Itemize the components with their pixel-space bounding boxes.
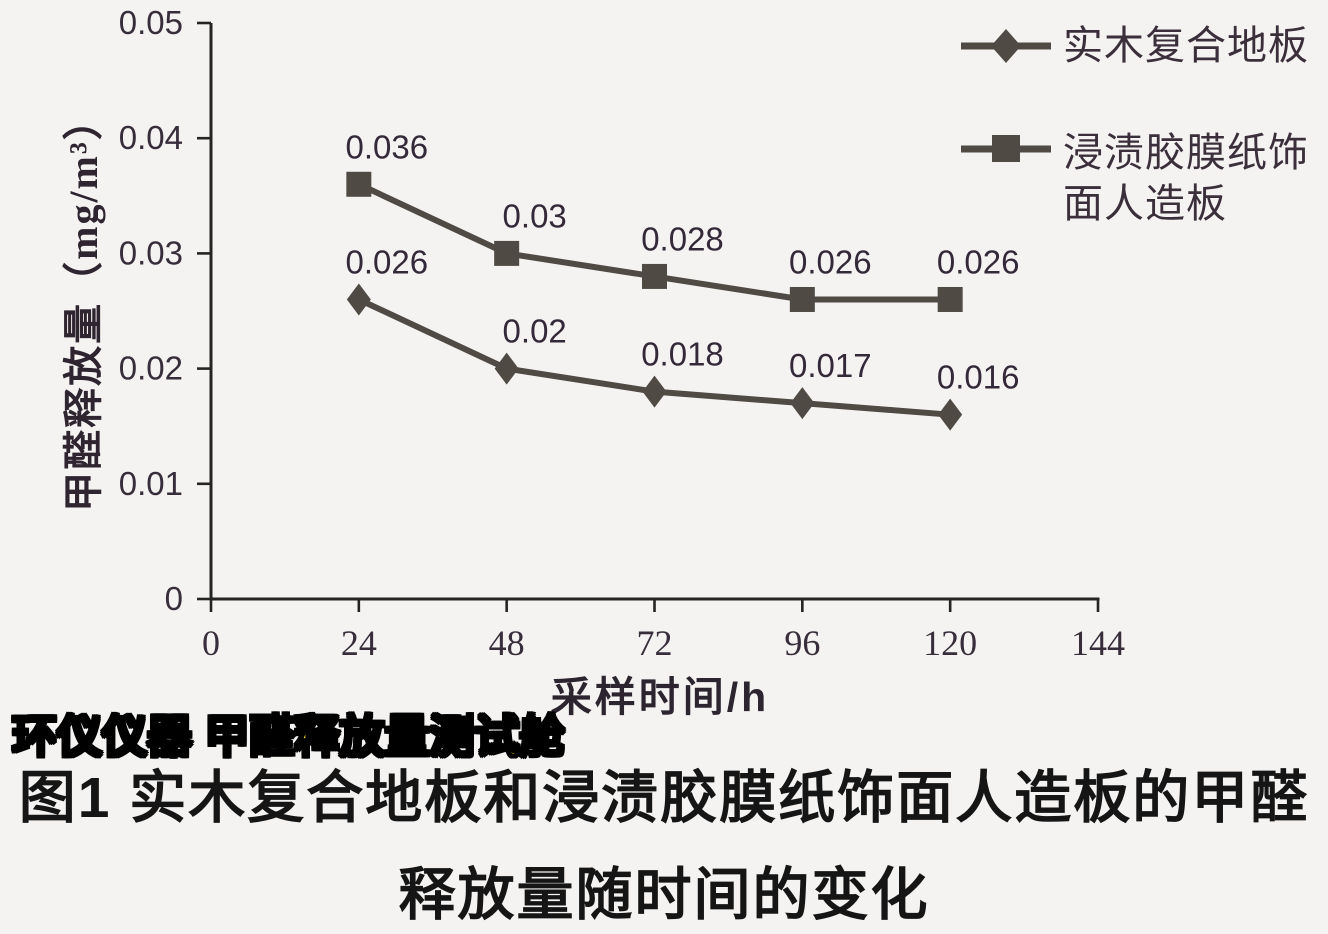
legend-item-impregnated-paper-panel: 浸渍胶膜纸饰 面人造板 <box>958 127 1309 229</box>
chart-canvas: 0 0.01 0.02 0.03 0.04 0.05 0 24 48 72 96 120 144 0.02… <box>119 4 1125 663</box>
x-tick-label: 72 <box>637 623 673 663</box>
diamond-marker <box>642 375 667 408</box>
watermark-text: 环仪仪器 甲醛释放量测试舱 <box>11 710 566 764</box>
data-label: 0.026 <box>789 243 872 280</box>
y-axis-title: 甲醛释放量（mg/m³） <box>61 98 106 512</box>
legend-label-line1: 浸渍胶膜纸饰 <box>1063 130 1309 175</box>
diamond-marker <box>346 283 371 316</box>
square-marker-icon <box>961 135 1051 162</box>
square-marker <box>346 171 372 197</box>
square-marker <box>789 286 815 312</box>
x-tick-label: 96 <box>784 623 820 663</box>
data-label: 0.028 <box>641 220 724 257</box>
caption-line2: 释放量随时间的变化 <box>398 863 930 927</box>
data-label: 0.026 <box>937 243 1020 280</box>
figure-caption: 图1 实木复合地板和浸渍胶膜纸饰面人造板的甲醛 释放量随时间的变化 <box>0 752 1328 931</box>
x-axis-title: 采样时间/h <box>550 674 770 720</box>
legend-label-line2: 面人造板 <box>1063 181 1227 226</box>
y-tick-label: 0 <box>165 580 183 617</box>
data-label: 0.017 <box>789 347 872 384</box>
data-label: 0.026 <box>346 243 429 280</box>
x-tick-label: 120 <box>923 623 977 663</box>
legend-item-solid-wood-floor: 实木复合地板 <box>958 20 1309 71</box>
y-tick-label: 0.03 <box>119 234 183 271</box>
x-tick-label: 48 <box>489 623 525 663</box>
line-chart: 0 0.01 0.02 0.03 0.04 0.05 0 24 48 72 96 120 144 0.02… <box>61 4 1309 720</box>
legend-label: 实木复合地板 <box>1063 23 1309 68</box>
data-label: 0.03 <box>503 197 567 234</box>
data-label: 0.036 <box>346 128 429 165</box>
x-tick-label: 144 <box>1071 623 1125 663</box>
diamond-marker <box>494 352 519 385</box>
square-marker <box>937 286 963 312</box>
y-tick-label: 0.02 <box>119 350 183 387</box>
y-tick-label: 0.01 <box>119 465 183 502</box>
caption-line1: 图1 实木复合地板和浸渍胶膜纸饰面人造板的甲醛 <box>18 766 1310 830</box>
square-marker <box>642 263 667 289</box>
data-label: 0.018 <box>641 336 724 373</box>
data-label: 0.016 <box>937 359 1020 396</box>
y-tick-label: 0.05 <box>119 4 183 41</box>
diamond-marker-icon <box>961 28 1051 63</box>
data-label: 0.02 <box>503 313 567 350</box>
legend-label: 浸渍胶膜纸饰 面人造板 <box>1063 127 1309 229</box>
square-marker <box>494 240 520 266</box>
diamond-marker <box>938 398 963 431</box>
y-tick-label: 0.04 <box>119 119 183 156</box>
x-tick-label: 24 <box>341 623 377 663</box>
x-tick-label: 0 <box>202 623 220 663</box>
diamond-marker <box>790 387 815 420</box>
